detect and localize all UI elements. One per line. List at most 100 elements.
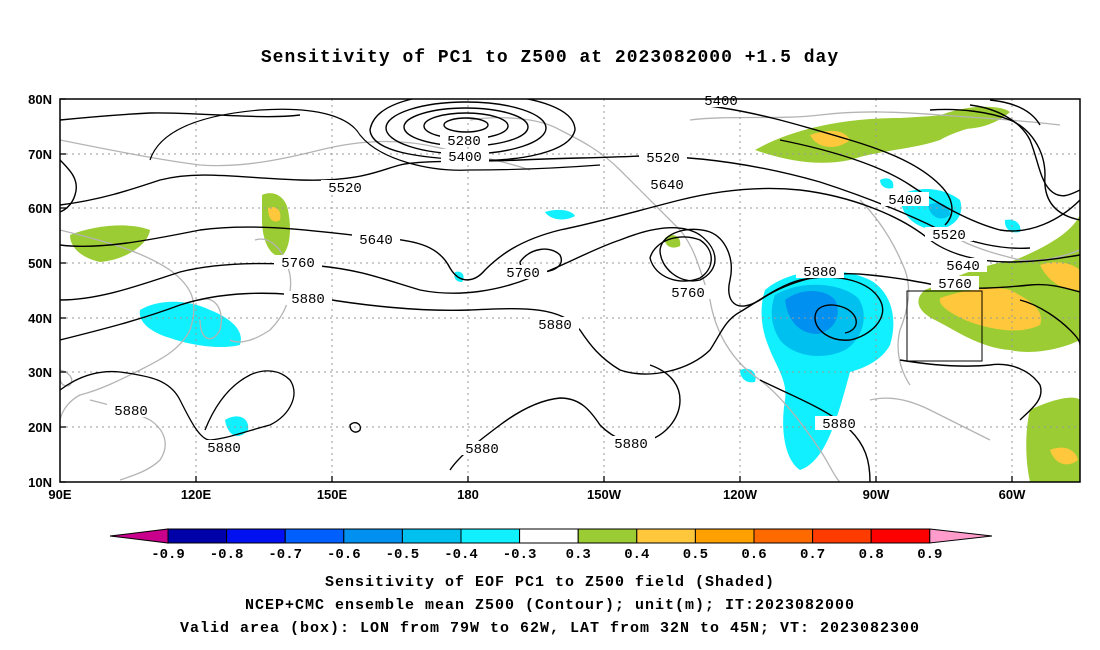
contour-5520	[60, 155, 1031, 250]
lat-tick-label: 10N	[28, 475, 52, 490]
lat-tick-label: 20N	[28, 420, 52, 435]
lat-tick-label: 30N	[28, 365, 52, 380]
colorbar-cell	[226, 528, 286, 544]
longitude-labels: 90E 120E 150E 180 150W 120W 90W 60W	[48, 487, 1026, 502]
contour-5400-pole	[369, 99, 576, 161]
contour-label: 5880	[207, 441, 241, 457]
lon-tick-label: 120E	[181, 487, 212, 502]
contour-label: 5640	[946, 259, 980, 275]
lon-tick-label: 180	[457, 487, 479, 502]
positive-sensitivity-area	[810, 130, 850, 147]
contour-5760-cutoff	[649, 236, 712, 282]
contour-label: 5280	[447, 134, 481, 150]
contour-label: 5760	[281, 256, 315, 272]
contour-label: 5520	[328, 181, 362, 197]
colorbar-cell	[577, 528, 638, 544]
contour-5400-east	[699, 104, 953, 226]
colorbar-cell	[401, 528, 462, 544]
valid-area-box	[906, 290, 983, 362]
lat-tick-label: 60N	[28, 201, 52, 216]
coastline-newfoundland	[959, 239, 1080, 262]
colorbar-label: -0.4	[444, 547, 478, 563]
lat-tick-label: 40N	[28, 311, 52, 326]
sensitivity-shading	[70, 106, 1080, 482]
contour-label: 5880	[803, 265, 837, 281]
colorbar-cell	[460, 528, 521, 544]
colorbar-label: 0.9	[917, 547, 942, 563]
contour-5880-west	[60, 370, 295, 441]
contour-label: 5880	[822, 417, 856, 433]
coastline-north-america-west	[469, 117, 841, 482]
lat-tick-label: 50N	[28, 256, 52, 271]
contour-label: 5760	[938, 277, 972, 293]
coastline-hudson-east	[859, 199, 911, 386]
contour-label: 5400	[888, 193, 922, 209]
contour-5880-island	[349, 422, 362, 433]
negative-sensitivity-area	[880, 178, 894, 189]
contour-label: 5880	[114, 404, 148, 420]
colorbar-cell	[167, 528, 228, 544]
contour-label: 5520	[932, 228, 966, 244]
contour-label-group: 5400 5280 5400 5520 5520 5640 5640 5760	[107, 93, 987, 458]
colorbar-low-triangle	[109, 528, 169, 544]
contour-5760	[60, 226, 1080, 307]
lon-tick-label: 90W	[863, 487, 890, 502]
coastline-caribbean	[869, 397, 991, 441]
lat-tick-label: 70N	[28, 147, 52, 162]
contour-5880-central	[449, 364, 681, 471]
z500-contours	[60, 99, 1080, 482]
colorbar-cell	[753, 528, 814, 544]
colorbar-label: -0.8	[210, 547, 244, 563]
lon-tick-label: 150W	[587, 487, 622, 502]
negative-sensitivity-area	[785, 291, 838, 334]
positive-sensitivity-area	[1026, 397, 1080, 482]
positive-sensitivity-area	[664, 235, 681, 248]
contour-label: 5760	[671, 286, 705, 302]
colorbar-label: 0.7	[800, 547, 825, 563]
colorbar-label: 0.5	[683, 547, 708, 563]
positive-sensitivity-area	[1040, 262, 1080, 291]
colorbar-label: 0.4	[624, 547, 649, 563]
lon-tick-label: 120W	[723, 487, 758, 502]
contour-label: 5880	[465, 442, 499, 458]
lon-tick-label: 90E	[48, 487, 71, 502]
caption-contour: NCEP+CMC ensemble mean Z500 (Contour); u…	[244, 597, 856, 614]
plot-frame	[59, 98, 1081, 483]
coastline-taiwan	[60, 369, 73, 387]
contour-label: 5400	[448, 150, 482, 166]
colorbar-label: -0.9	[151, 547, 185, 563]
positive-sensitivity-area	[930, 106, 1010, 129]
positive-sensitivity-area	[268, 207, 281, 222]
negative-sensitivity-area	[139, 301, 241, 348]
colorbar-high-triangle	[929, 528, 993, 544]
contour-label: 5880	[614, 437, 648, 453]
caption-valid-area: Valid area (box): LON from 79W to 62W, L…	[179, 620, 921, 637]
negative-sensitivity-area	[1004, 219, 1021, 233]
contour-5280-east	[929, 108, 1080, 221]
graticule	[60, 99, 1080, 482]
colorbar	[109, 528, 993, 544]
colorbar-cell	[870, 528, 931, 544]
colorbar-label: 0.6	[741, 547, 766, 563]
negative-sensitivity-area	[545, 209, 575, 220]
lat-tick-label: 80N	[28, 92, 52, 107]
positive-sensitivity-area	[1050, 447, 1078, 465]
caption-shading: Sensitivity of EOF PC1 to Z500 field (Sh…	[324, 574, 776, 591]
colorbar-labels: -0.9 -0.8 -0.7 -0.6 -0.5 -0.4 -0.3 0.3 0…	[151, 547, 942, 563]
contour-5880-atlantic	[899, 359, 1042, 421]
colorbar-label: -0.7	[268, 547, 302, 563]
contour-label: 5640	[650, 178, 684, 194]
colorbar-cell	[519, 528, 579, 544]
colorbar-cell	[284, 528, 345, 544]
colorbar-cell	[812, 528, 872, 544]
colorbar-label: -0.3	[503, 547, 537, 563]
contour-5520-east	[779, 139, 1080, 232]
contour-label: 5520	[646, 151, 680, 167]
contour-5640	[60, 187, 1080, 281]
coastline-arctic-america	[689, 111, 1061, 126]
chart-title: Sensitivity of PC1 to Z500 at 2023082000…	[260, 48, 840, 68]
colorbar-label: 0.8	[859, 547, 884, 563]
colorbar-label: -0.6	[327, 547, 361, 563]
contour-label: 5760	[506, 266, 540, 282]
